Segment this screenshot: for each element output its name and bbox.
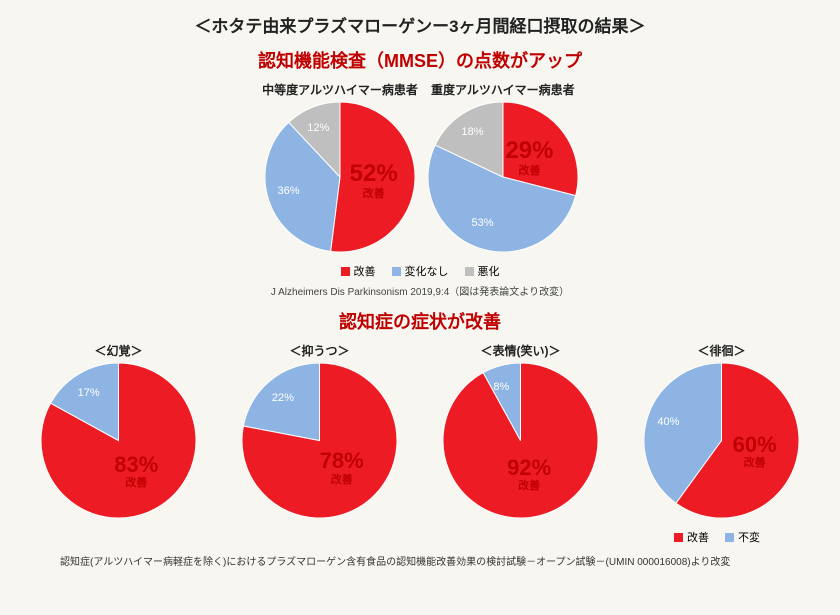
section2-title: 認知症の症状が改善 bbox=[20, 308, 820, 334]
legend-label: 変化なし bbox=[405, 263, 449, 279]
section1-legend: 改善 変化なし 悪化 bbox=[20, 263, 820, 279]
section2-legend: 改善 不変 bbox=[20, 529, 820, 545]
legend-swatch bbox=[674, 533, 683, 542]
pie-chart bbox=[428, 102, 578, 252]
chart-block: ＜幻覚＞ 83%改善 17% bbox=[41, 342, 196, 523]
legend-label: 悪化 bbox=[478, 263, 500, 279]
main-percentage: 78%改善 bbox=[312, 449, 372, 485]
chart-label: ＜徘徊＞ bbox=[644, 342, 799, 359]
chart-block: ＜徘徊＞ 60%改善 40% bbox=[644, 342, 799, 523]
main-percentage: 60%改善 bbox=[725, 433, 785, 469]
chart-block: ＜表情(笑い)＞ 92%改善 8% bbox=[443, 342, 598, 523]
chart-label: ＜表情(笑い)＞ bbox=[443, 342, 598, 359]
slice-label: 8% bbox=[493, 381, 509, 393]
slice-label: 40% bbox=[657, 416, 679, 428]
main-title: ＜ホタテ由来プラズマローゲンー3ヶ月間経口摂取の結果＞ bbox=[20, 12, 820, 37]
slice-label: 17% bbox=[78, 387, 100, 399]
legend-swatch bbox=[725, 533, 734, 542]
chart-label: 重度アルツハイマー病患者 bbox=[428, 81, 578, 98]
legend-item: 変化なし bbox=[392, 263, 449, 279]
legend-item: 悪化 bbox=[465, 263, 500, 279]
slice-label: 36% bbox=[277, 185, 299, 197]
pie-chart bbox=[242, 363, 397, 518]
legend-swatch bbox=[465, 267, 474, 276]
chart-label: ＜抑うつ＞ bbox=[242, 342, 397, 359]
pie-chart bbox=[41, 363, 196, 518]
chart-label: 中等度アルツハイマー病患者 bbox=[262, 81, 418, 98]
section1-charts: 中等度アルツハイマー病患者 52%改善 36% 12% 重度アルツハイマー病患者 29%改… bbox=[20, 81, 820, 257]
legend-label: 不変 bbox=[738, 529, 760, 545]
legend-label: 改善 bbox=[354, 263, 376, 279]
legend-swatch bbox=[392, 267, 401, 276]
main-percentage: 29%改善 bbox=[499, 138, 559, 176]
legend-swatch bbox=[341, 267, 350, 276]
slice-label: 22% bbox=[272, 392, 294, 404]
main-percentage: 92%改善 bbox=[499, 456, 559, 492]
section1-title: 認知機能検査（MMSE）の点数がアップ bbox=[20, 47, 820, 73]
slice-label: 12% bbox=[307, 122, 329, 134]
chart-label: ＜幻覚＞ bbox=[41, 342, 196, 359]
section1-citation: J Alzheimers Dis Parkinsonism 2019,9:4（図… bbox=[20, 283, 820, 298]
legend-item: 改善 bbox=[341, 263, 376, 279]
slice-label: 18% bbox=[462, 126, 484, 138]
main-percentage: 83%改善 bbox=[106, 453, 166, 489]
pie-chart bbox=[443, 363, 598, 518]
legend-item: 改善 bbox=[674, 529, 709, 545]
legend-item: 不変 bbox=[725, 529, 760, 545]
legend-label: 改善 bbox=[687, 529, 709, 545]
chart-block: 中等度アルツハイマー病患者 52%改善 36% 12% bbox=[262, 81, 418, 257]
chart-block: 重度アルツハイマー病患者 29%改善 53% 18% bbox=[428, 81, 578, 257]
slice-label: 53% bbox=[472, 217, 494, 229]
footnote: 認知症(アルツハイマー病軽症を除く)におけるプラズマローゲン含有食品の認知機能改… bbox=[20, 553, 820, 568]
section2-charts: ＜幻覚＞ 83%改善 17% ＜抑うつ＞ 78%改善 22% ＜表情(笑い)＞ 92%改善 8%… bbox=[20, 342, 820, 523]
main-percentage: 52%改善 bbox=[344, 161, 404, 199]
chart-block: ＜抑うつ＞ 78%改善 22% bbox=[242, 342, 397, 523]
